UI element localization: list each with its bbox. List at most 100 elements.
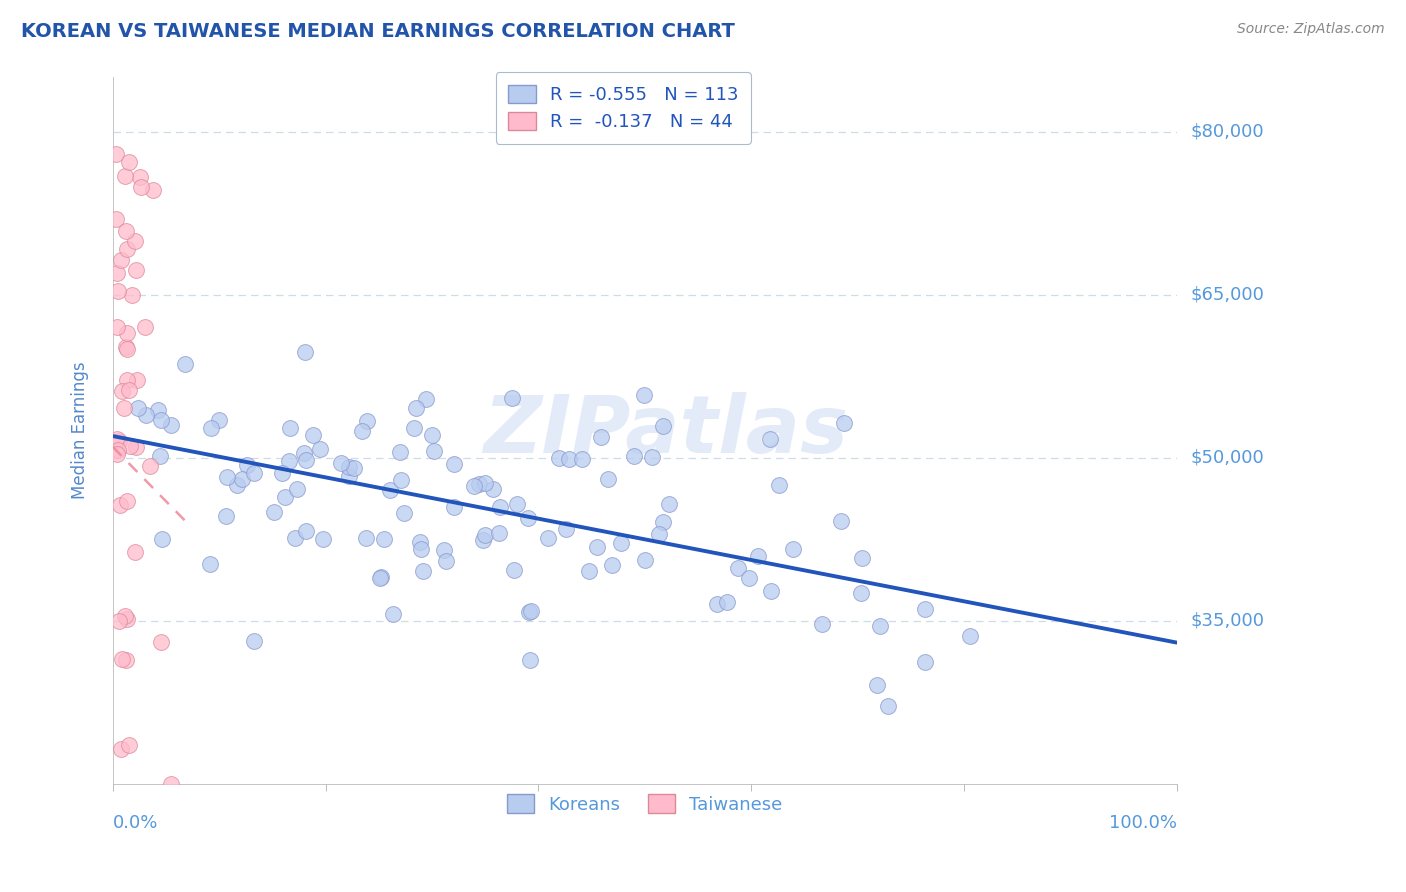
Point [830,515,852,529]
Point [127,401,149,415]
Point [280,421,302,435]
Point [200,421,222,435]
Point [389,473,412,487]
Point [111,384,134,398]
Point [115,342,138,356]
Point [658,497,681,511]
Point [474,475,496,490]
Point [149,635,172,649]
Point [124,545,146,559]
Point [243,633,266,648]
Point [160,777,183,791]
Point [489,500,512,514]
Point [146,403,169,417]
Point [517,511,540,525]
Point [108,434,131,449]
Point [433,542,456,557]
Point [434,554,457,568]
Point [370,571,392,585]
Point [329,456,352,470]
Point [115,611,138,625]
Point [519,604,541,618]
Point [356,532,378,546]
Point [215,469,238,483]
Point [467,477,489,491]
Point [295,453,318,467]
Point [610,535,633,549]
Point [415,392,437,407]
Point [207,412,229,426]
Point [914,602,936,616]
Point [115,340,138,354]
Point [337,459,360,474]
Point [302,428,325,442]
Point [236,458,259,473]
Point [747,549,769,563]
Point [648,527,671,541]
Point [174,358,197,372]
Point [124,234,146,248]
Point [107,443,129,458]
Point [851,551,873,566]
Point [112,401,135,415]
Point [519,653,541,667]
Point [640,450,662,464]
Point [849,586,872,600]
Point [108,498,131,512]
Point [226,477,249,491]
Point [149,449,172,463]
Point [503,563,526,577]
Text: ZIPatlas: ZIPatlas [484,392,848,470]
Point [104,146,127,161]
Point [463,478,485,492]
Point [738,571,761,585]
Point [114,224,136,238]
Point [198,558,221,572]
Point [405,401,427,415]
Point [716,595,738,609]
Point [115,242,138,256]
Point [596,472,619,486]
Point [139,458,162,473]
Point [866,678,889,692]
Point [118,439,141,453]
Point [107,284,129,298]
Point [115,373,138,387]
Text: $50,000: $50,000 [1191,449,1264,467]
Point [105,320,128,334]
Point [150,412,173,426]
Point [285,482,308,496]
Point [352,424,374,438]
Point [370,570,392,584]
Point [388,445,411,459]
Point [114,608,136,623]
Point [474,528,496,542]
Point [121,288,143,302]
Text: 0.0%: 0.0% [112,814,159,832]
Point [834,416,856,430]
Point [295,524,318,538]
Point [443,457,465,471]
Point [380,483,402,497]
Point [571,451,593,466]
Point [309,442,332,457]
Point [404,421,426,435]
Text: 100.0%: 100.0% [1108,814,1177,832]
Point [768,478,790,492]
Point [118,154,141,169]
Point [409,535,432,549]
Point [312,532,335,546]
Point [294,344,316,359]
Point [914,655,936,669]
Point [758,433,780,447]
Point [471,533,494,548]
Point [443,500,465,515]
Legend: Koreans, Taiwanese: Koreans, Taiwanese [499,787,790,821]
Point [277,453,299,467]
Point [488,525,510,540]
Point [959,629,981,643]
Point [651,515,673,529]
Point [537,531,560,545]
Point [412,564,434,578]
Point [263,506,285,520]
